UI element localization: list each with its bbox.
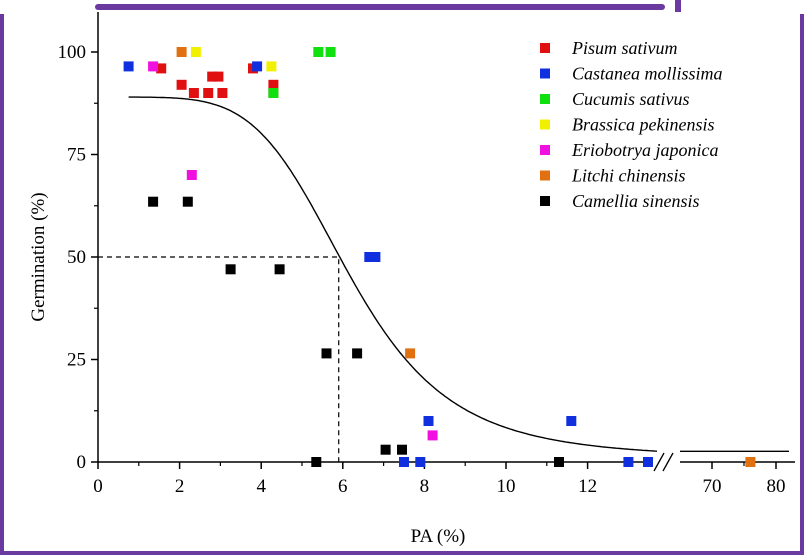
data-point (207, 71, 218, 82)
data-point (268, 88, 279, 98)
legend-label: Castanea mollissima (572, 64, 723, 84)
legend-label: Brassica pekinensis (572, 115, 714, 135)
x-tick-label: 80 (767, 476, 786, 497)
data-point (123, 61, 134, 72)
data-point (364, 252, 375, 262)
data-points (123, 47, 756, 467)
data-point (252, 61, 263, 72)
y-tick-label: 50 (67, 247, 86, 268)
fit-curve (98, 96, 789, 462)
header-strip (0, 0, 804, 14)
legend-swatch (540, 43, 550, 53)
data-point (203, 88, 214, 98)
data-point (643, 457, 653, 467)
x-tick-label: 6 (338, 476, 348, 497)
y-tick-label: 25 (67, 350, 86, 371)
x-tick-label: 10 (497, 476, 516, 497)
legend-label: Litchi chinensis (571, 166, 686, 186)
legend-label: Eriobotrya japonica (571, 140, 719, 160)
legend-swatch (540, 119, 550, 130)
legend-swatch (540, 68, 550, 79)
legend-swatch (540, 196, 550, 206)
data-point (313, 47, 324, 57)
data-point (176, 47, 187, 57)
data-point (148, 196, 159, 207)
data-point (566, 416, 577, 426)
data-point (325, 47, 336, 57)
data-point (190, 47, 201, 57)
legend: Pisum sativum Castanea mollissima Cucumis … (540, 38, 723, 211)
legend-swatch (540, 94, 550, 104)
data-point (370, 252, 381, 262)
y-tick-label: 75 (67, 145, 86, 166)
data-point (176, 79, 187, 90)
data-point (352, 348, 363, 359)
y-tick-label: 100 (58, 42, 87, 63)
data-point (554, 457, 564, 467)
axis-break-mark (653, 452, 665, 472)
data-point (156, 63, 167, 74)
data-point (623, 457, 634, 467)
data-point (745, 457, 756, 467)
data-point (380, 444, 391, 455)
x-tick-label: 2 (175, 476, 185, 497)
data-point (213, 71, 224, 82)
data-point (311, 457, 322, 467)
data-point (268, 79, 279, 90)
data-point (415, 457, 426, 467)
x-tick-label: 70 (703, 476, 722, 497)
data-point (217, 88, 228, 98)
data-point (188, 88, 199, 98)
y-axis-title: Germination (%) (28, 192, 49, 321)
legend-label: Pisum sativum (571, 38, 678, 58)
header-rule (95, 4, 665, 10)
data-point (266, 61, 277, 72)
x-tick-label: 8 (420, 476, 430, 497)
legend-label: Camellia sinensis (572, 191, 700, 211)
header-rule-cap (675, 0, 681, 12)
legend-swatch (540, 145, 550, 155)
data-point (321, 348, 332, 359)
x-tick-label: 0 (93, 476, 103, 497)
legend-label: Cucumis sativus (572, 89, 690, 109)
y-tick-label: 0 (77, 452, 87, 473)
half-germination-guide (98, 256, 340, 462)
x-axis-title: PA (%) (411, 526, 466, 547)
data-point (225, 264, 236, 275)
axis-break-mark (662, 452, 674, 472)
data-point (405, 348, 416, 359)
data-point (427, 430, 438, 441)
data-point (399, 457, 409, 467)
legend-swatch (540, 170, 550, 181)
fit-curve-line (128, 96, 658, 452)
data-point (148, 61, 159, 72)
data-point (182, 196, 193, 207)
data-point (423, 416, 434, 426)
x-tick-label: 4 (256, 476, 266, 497)
x-tick-label: 12 (578, 476, 597, 497)
data-point (397, 444, 407, 455)
data-point (274, 264, 285, 275)
data-point (186, 170, 197, 180)
